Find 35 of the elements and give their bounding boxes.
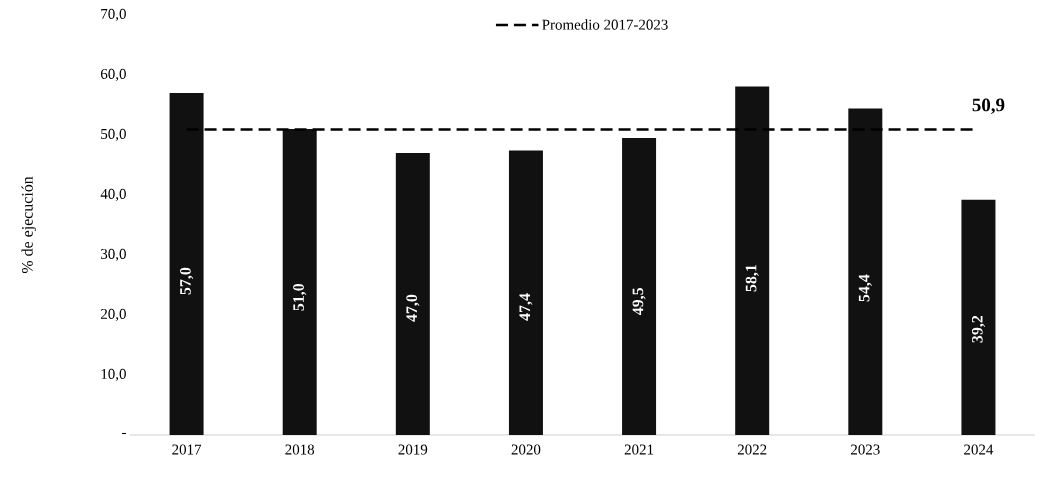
x-tick-label: 2021	[624, 444, 654, 455]
y-tick-label: 60,0	[100, 68, 126, 82]
y-tick-label: 40,0	[100, 188, 126, 202]
annotation: 50,9	[972, 98, 1005, 115]
x-tick-label: 2017	[172, 444, 202, 455]
bar	[735, 86, 770, 435]
x-tick-label: 2019	[398, 444, 428, 455]
y-tick-label: -	[122, 432, 126, 435]
data-label: 49,5	[632, 287, 646, 316]
data-label: 57,0	[180, 267, 194, 295]
data-label: 47,4	[519, 293, 533, 321]
x-tick-label: 2020	[511, 444, 541, 455]
y-axis-title: % de ejecución	[21, 176, 36, 274]
x-tick-label: 2022	[737, 444, 767, 455]
y-tick-label: 70,0	[101, 8, 126, 22]
data-label: 58,1	[745, 265, 759, 292]
y-tick-label: 30,0	[101, 248, 126, 262]
y-tick-label: 20,0	[100, 308, 126, 322]
bar	[848, 108, 883, 435]
x-tick-label: 2018	[285, 444, 315, 455]
legend-label: Promedio 2017-2023	[542, 19, 668, 30]
bar	[282, 128, 317, 435]
bar	[961, 199, 996, 435]
bar	[508, 150, 543, 435]
data-label: 54,4	[858, 274, 872, 302]
data-label: 47,0	[406, 294, 420, 322]
data-label: 39,2	[971, 315, 985, 343]
bar	[622, 137, 657, 435]
x-tick-label: 2023	[851, 444, 880, 455]
y-tick-label: 50,0	[101, 128, 126, 142]
data-label: 51,0	[293, 283, 307, 311]
bar	[169, 92, 204, 435]
bar	[395, 152, 430, 435]
x-tick-label: 2024	[964, 444, 994, 455]
y-tick-label: 10,0	[101, 368, 126, 382]
